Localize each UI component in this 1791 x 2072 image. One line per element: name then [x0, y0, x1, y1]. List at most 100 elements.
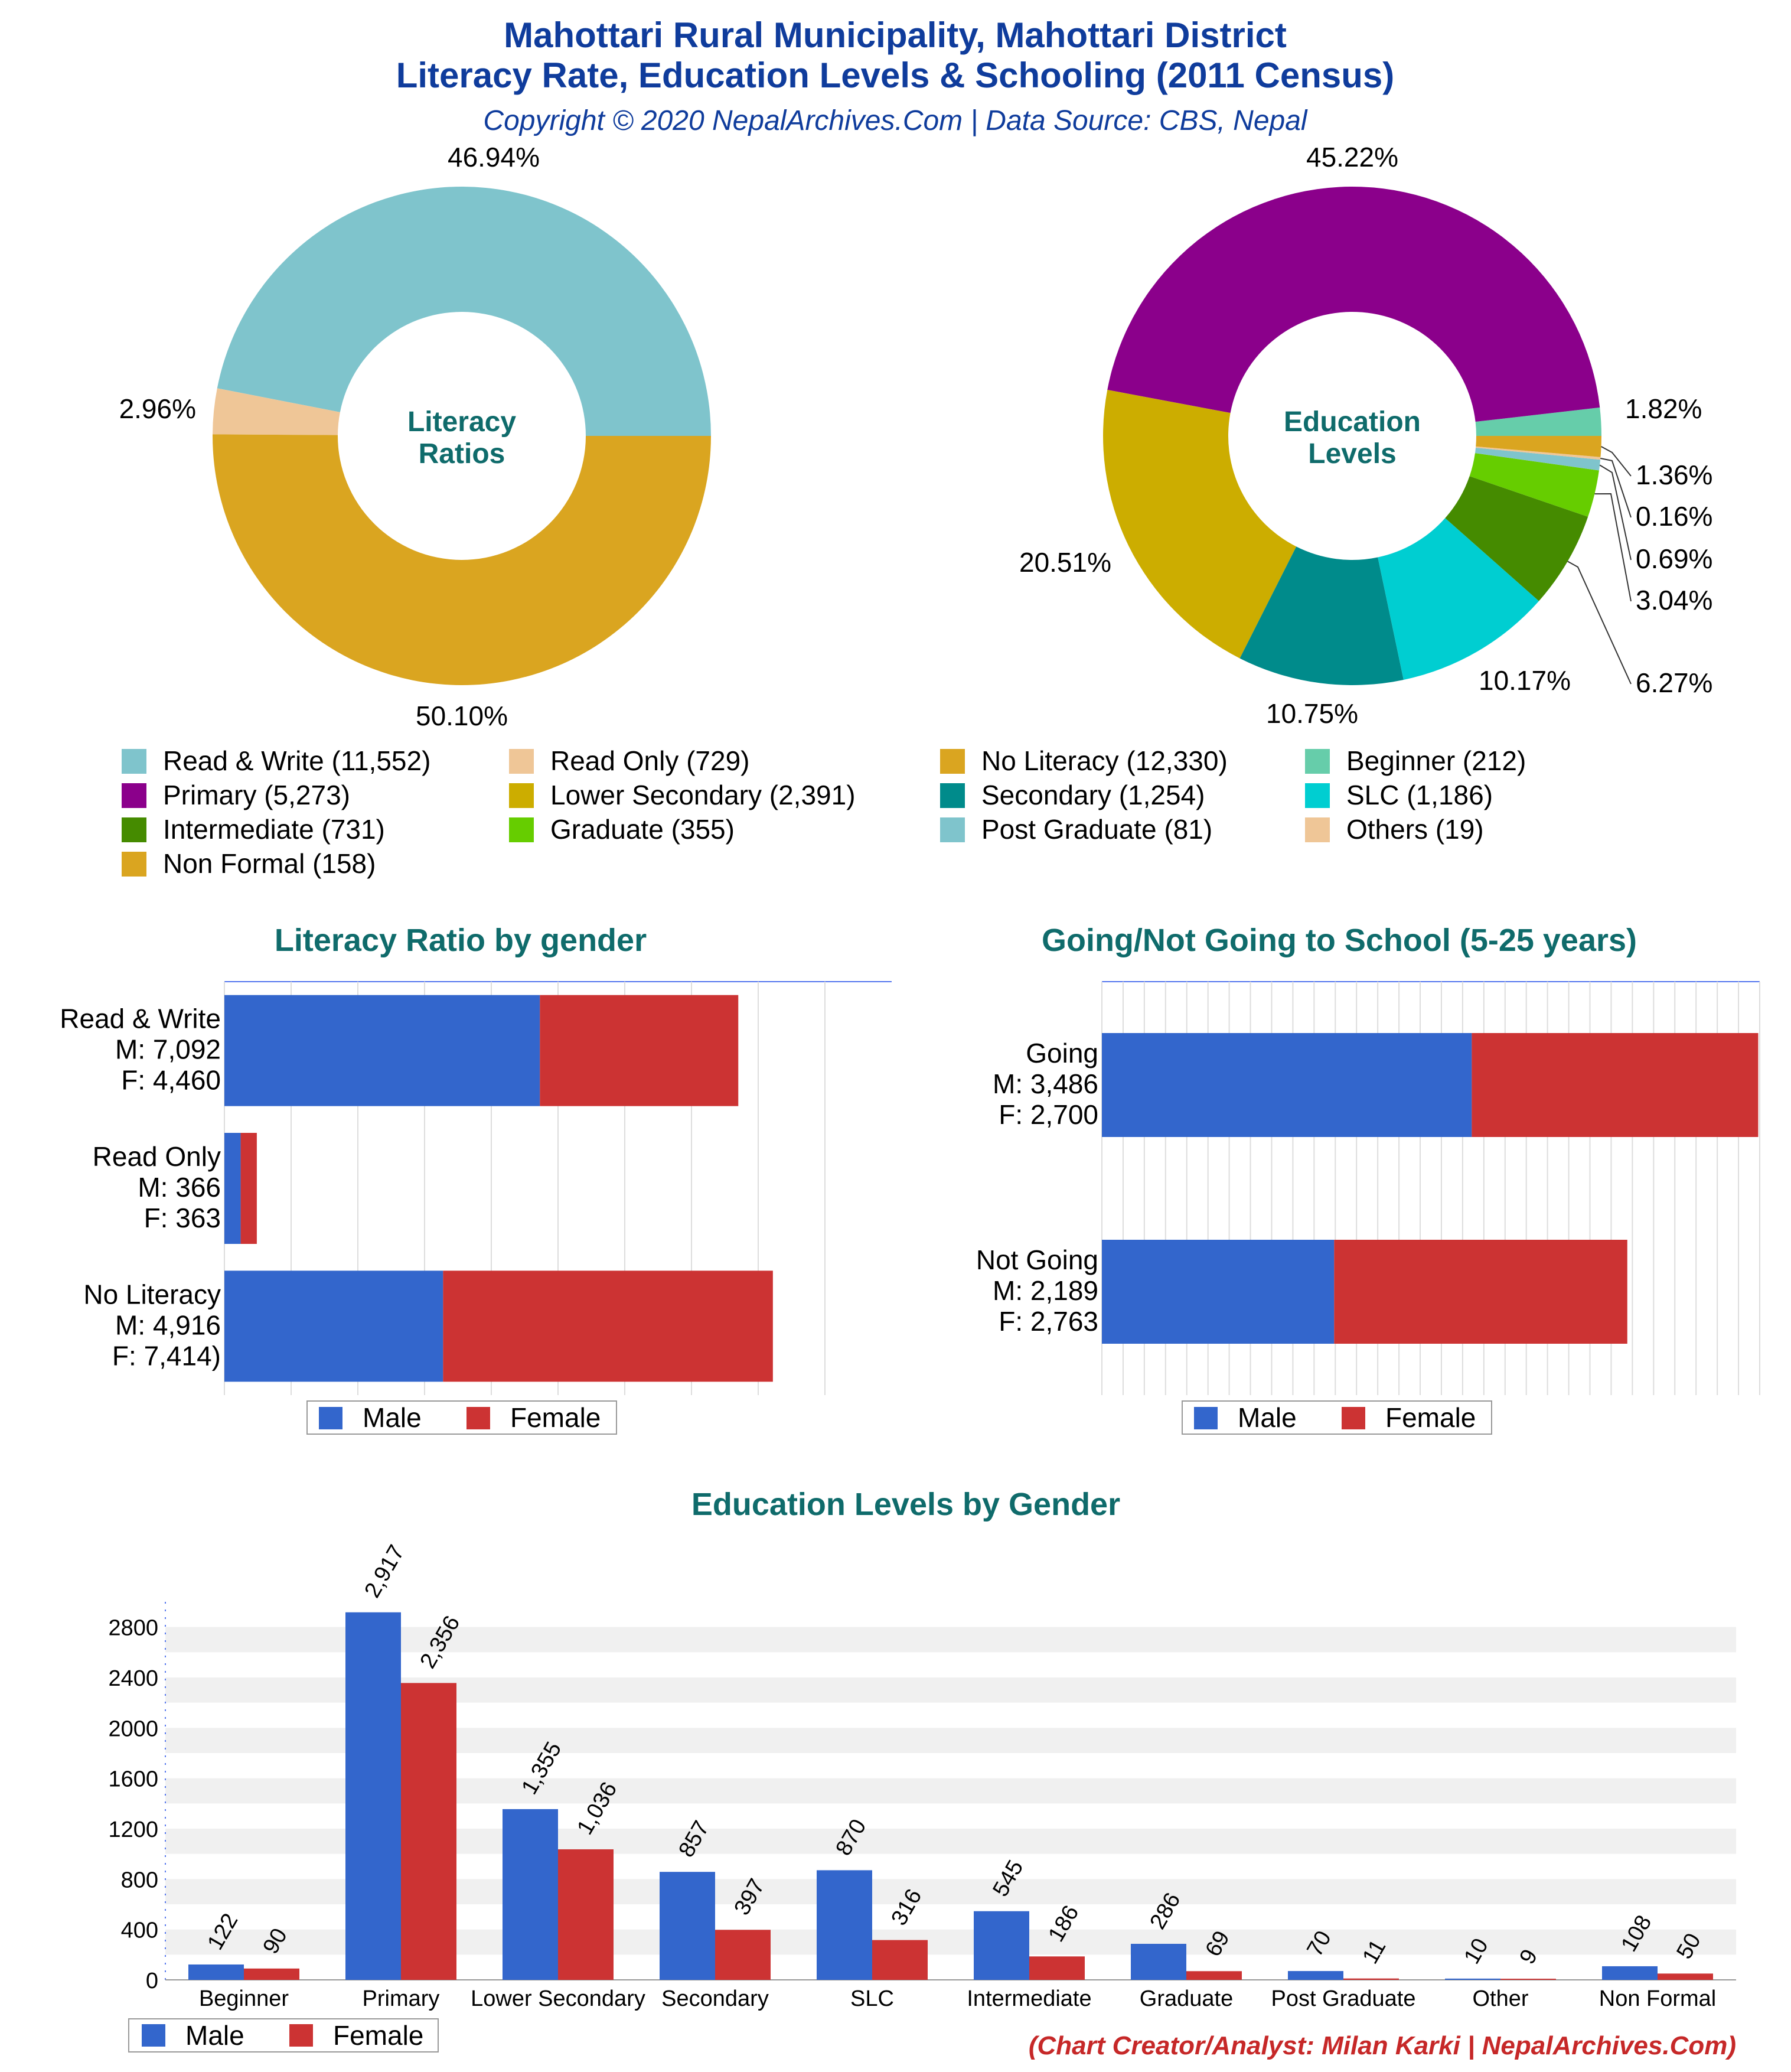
edu-gender-category-label: Graduate — [1140, 1986, 1233, 2011]
edu-gender-bar-male-secondary — [660, 1872, 715, 1980]
literacy-gender-legend-label-male: Male — [363, 1402, 422, 1433]
literacy-gender-category-label: M: 366 — [138, 1172, 221, 1203]
school-legend-swatch-female — [1342, 1407, 1365, 1429]
literacy-slice-no-literacy — [213, 434, 711, 685]
edu-gender-category-label: Post Graduate — [1271, 1986, 1415, 2011]
edu-gender-bar-female-other — [1500, 1979, 1556, 1980]
legend-label-post-graduate: Post Graduate (81) — [981, 814, 1212, 845]
edu-gender-category-label: Lower Secondary — [471, 1986, 645, 2011]
school-bar-female-going — [1472, 1033, 1759, 1137]
school-legend-box — [1182, 1400, 1492, 1435]
education-leader-post-graduate — [1599, 464, 1632, 561]
edu-gender-bar-female-secondary — [715, 1930, 771, 1980]
edu-gender-bar-male-slc — [817, 1870, 872, 1980]
school-going-title: Going/Not Going to School (5-25 years) — [1042, 923, 1637, 958]
education-pct-post-graduate: 0.69% — [1636, 543, 1712, 574]
school-legend-label-female: Female — [1385, 1402, 1476, 1433]
legend-swatch-read-only — [509, 749, 534, 774]
legend-label-graduate: Graduate (355) — [550, 814, 735, 845]
school-bar-male-going — [1102, 1033, 1472, 1137]
legend-swatch-slc — [1305, 783, 1330, 808]
education-slice-post-graduate — [1474, 447, 1601, 471]
school-bar-male-not-going — [1102, 1240, 1335, 1344]
edu-gender-category-label: Non Formal — [1599, 1986, 1717, 2011]
education-slice-lower-secondary — [1103, 389, 1297, 659]
education-slice-beginner — [1475, 407, 1601, 436]
edu-gender-category-label: Other — [1472, 1986, 1528, 2011]
legend-label-read-write: Read & Write (11,552) — [163, 745, 430, 776]
edu-gender-bar-female-non-formal — [1658, 1973, 1713, 1980]
edu-gender-bar-female-graduate — [1186, 1971, 1242, 1980]
edu-gender-category-label: Primary — [363, 1986, 440, 2011]
literacy-gender-legend-swatch-male — [319, 1407, 342, 1429]
edu-gender-legend-label-male: Male — [185, 2020, 244, 2051]
education-slice-non-formal — [1476, 436, 1601, 457]
literacy-gender-legend-label-female: Female — [510, 1402, 601, 1433]
literacy-gender-category-label: F: 7,414) — [112, 1340, 221, 1371]
literacy-gender-bar-male-read-write — [224, 995, 540, 1106]
edu-gender-y-tick: 1600 — [108, 1767, 158, 1792]
legend-swatch-others — [1305, 817, 1330, 842]
education-pct-non-formal: 1.36% — [1636, 460, 1712, 490]
education-slice-secondary — [1239, 546, 1404, 685]
legend-swatch-secondary — [940, 783, 965, 808]
edu-gender-bar-male-non-formal — [1602, 1966, 1658, 1980]
literacy-center-label: Ratios — [419, 438, 505, 470]
edu-gender-bar-female-lower-secondary — [558, 1849, 614, 1980]
legend-swatch-primary — [122, 783, 146, 808]
edu-gender-bar-female-intermediate — [1029, 1956, 1085, 1980]
education-slice-slc — [1378, 518, 1539, 680]
literacy-gender-category-label: Read & Write — [60, 1004, 221, 1034]
copyright-text: Copyright © 2020 NepalArchives.Com | Dat… — [483, 105, 1307, 136]
edu-gender-y-tick: 1200 — [108, 1817, 158, 1842]
literacy-gender-bar-female-no-literacy — [443, 1270, 773, 1382]
literacy-slice-read-only — [213, 388, 340, 435]
legend-label-lower-secondary: Lower Secondary (2,391) — [550, 780, 856, 810]
edu-gender-category-label: Beginner — [199, 1986, 289, 2011]
edu-gender-bar-male-post-graduate — [1288, 1971, 1343, 1980]
legend-label-slc: SLC (1,186) — [1346, 780, 1493, 810]
education-slice-primary — [1107, 187, 1600, 422]
education-leader-graduate — [1594, 493, 1632, 602]
page-title-line2: Literacy Rate, Education Levels & School… — [396, 56, 1395, 95]
edu-gender-legend-swatch-female — [289, 2024, 313, 2047]
school-category-label: Not Going — [976, 1244, 1098, 1275]
edu-gender-value-label: 857 — [674, 1817, 714, 1862]
legend-label-read-only: Read Only (729) — [550, 745, 750, 776]
education-pct-beginner: 1.82% — [1625, 393, 1702, 424]
school-bar-female-not-going — [1334, 1240, 1627, 1344]
legend-label-primary: Primary (5,273) — [163, 780, 350, 810]
literacy-pct-read-only: 2.96% — [119, 393, 196, 424]
school-category-label: Going — [1026, 1038, 1098, 1068]
education-by-gender-title: Education Levels by Gender — [691, 1487, 1120, 1522]
education-leader-others — [1600, 458, 1632, 518]
literacy-slice-read-write — [217, 186, 711, 436]
legend-label-non-formal: Non Formal (158) — [163, 848, 376, 879]
legend-label-no-literacy: No Literacy (12,330) — [981, 745, 1228, 776]
legend-swatch-intermediate — [122, 817, 146, 842]
edu-gender-band — [165, 1627, 1736, 1653]
edu-gender-bar-male-lower-secondary — [503, 1809, 558, 1980]
literacy-pct-no-literacy: 50.10% — [416, 701, 508, 731]
edu-gender-bar-female-slc — [872, 1940, 928, 1980]
edu-gender-bar-male-beginner — [188, 1964, 244, 1980]
school-category-label: F: 2,763 — [999, 1306, 1098, 1337]
edu-gender-bar-male-graduate — [1131, 1943, 1186, 1980]
literacy-gender-legend-box — [306, 1400, 617, 1435]
edu-gender-legend-swatch-male — [142, 2024, 165, 2047]
edu-gender-y-tick: 0 — [146, 1969, 158, 1993]
school-category-label: F: 2,700 — [999, 1099, 1098, 1130]
edu-gender-category-label: SLC — [850, 1986, 894, 2011]
school-legend-swatch-male — [1194, 1407, 1218, 1429]
edu-gender-bar-female-post-graduate — [1343, 1978, 1399, 1980]
edu-gender-bar-female-primary — [401, 1683, 456, 1980]
legend-swatch-no-literacy — [940, 749, 965, 774]
legend-label-others: Others (19) — [1346, 814, 1484, 845]
education-pct-secondary: 10.75% — [1266, 698, 1358, 729]
legend-swatch-read-write — [122, 749, 146, 774]
